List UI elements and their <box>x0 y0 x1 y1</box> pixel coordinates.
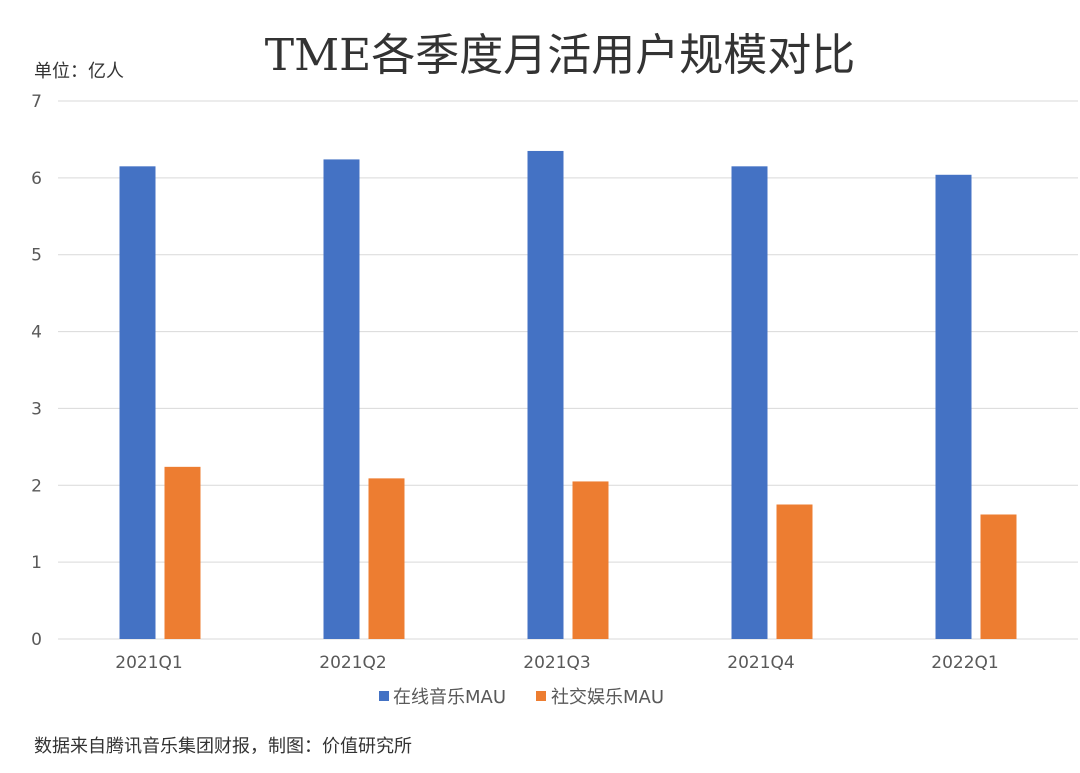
gridlines <box>58 100 1078 640</box>
y-tick-label: 4 <box>31 323 42 343</box>
bar-series-0-2021Q3 <box>527 150 564 639</box>
y-tick-label: 2 <box>31 476 42 496</box>
bar-series-1-2021Q4 <box>776 504 813 639</box>
x-category-label: 2021Q1 <box>115 653 182 673</box>
bar-series-1-2021Q1 <box>164 466 201 639</box>
legend-label-online-music: 在线音乐MAU <box>393 687 506 708</box>
bar-series-1-2022Q1 <box>980 514 1017 639</box>
legend: 在线音乐MAU 社交娱乐MAU <box>379 687 664 708</box>
x-category-label: 2021Q2 <box>319 653 386 673</box>
bars <box>119 150 1017 640</box>
source-note: 数据来自腾讯音乐集团财报，制图：价值研究所 <box>34 736 412 757</box>
bar-series-1-2021Q3 <box>572 481 609 639</box>
legend-label-social-entertainment: 社交娱乐MAU <box>551 687 664 708</box>
y-tick-label: 7 <box>31 92 42 112</box>
chart-title: TME各季度月活用户规模对比 <box>265 30 856 81</box>
unit-label: 单位：亿人 <box>34 61 124 82</box>
bar-series-0-2021Q1 <box>119 166 156 640</box>
x-category-label: 2021Q3 <box>523 653 590 673</box>
y-axis-ticks: 0 1 2 3 4 5 6 7 <box>31 92 42 650</box>
x-category-label: 2022Q1 <box>931 653 998 673</box>
bar-series-0-2021Q2 <box>323 159 360 639</box>
legend-swatch-online-music <box>379 691 389 701</box>
legend-swatch-social-entertainment <box>536 691 546 701</box>
bar-series-0-2021Q4 <box>731 166 768 640</box>
y-tick-label: 0 <box>31 630 42 650</box>
y-tick-label: 5 <box>31 246 42 266</box>
y-tick-label: 3 <box>31 399 42 419</box>
y-tick-label: 1 <box>31 553 42 573</box>
bar-series-0-2022Q1 <box>935 174 972 640</box>
bar-series-1-2021Q2 <box>368 478 405 639</box>
x-axis-labels: 2021Q1 2021Q2 2021Q3 2021Q4 2022Q1 <box>115 653 998 673</box>
x-category-label: 2021Q4 <box>727 653 794 673</box>
y-tick-label: 6 <box>31 169 42 189</box>
